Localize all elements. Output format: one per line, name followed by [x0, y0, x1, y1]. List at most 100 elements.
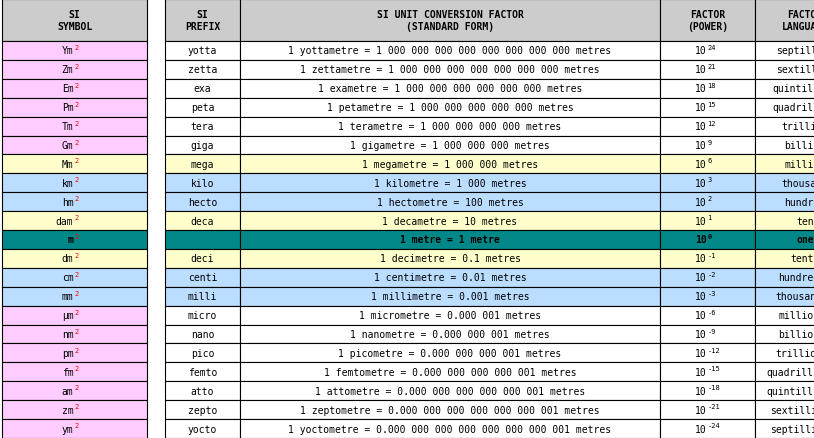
Text: tera: tera [190, 122, 214, 132]
Text: 24: 24 [707, 45, 716, 51]
Text: hecto: hecto [188, 197, 217, 207]
Bar [165, 155, 240, 174]
Text: hundred: hundred [785, 197, 814, 207]
Bar [755, 363, 814, 381]
Bar [2, 268, 147, 287]
Bar [755, 230, 814, 249]
Bar [165, 193, 240, 212]
Bar [165, 80, 240, 99]
Bar [2, 0, 147, 42]
Text: 1 zeptometre = 0.000 000 000 000 000 000 001 metres: 1 zeptometre = 0.000 000 000 000 000 000… [300, 405, 600, 415]
Text: Zm: Zm [62, 65, 73, 75]
Bar [660, 174, 755, 193]
Text: 10: 10 [695, 178, 707, 188]
Bar [240, 306, 660, 325]
Text: 1 yottametre = 1 000 000 000 000 000 000 000 000 metres: 1 yottametre = 1 000 000 000 000 000 000… [288, 46, 611, 57]
Text: thousandth: thousandth [776, 292, 814, 301]
Bar [2, 363, 147, 381]
Bar [2, 419, 147, 438]
Text: zetta: zetta [188, 65, 217, 75]
Bar [2, 287, 147, 306]
Bar [2, 174, 147, 193]
Bar [755, 400, 814, 419]
Text: 2: 2 [75, 45, 79, 51]
Text: 2: 2 [75, 422, 79, 428]
Bar [165, 0, 240, 42]
Bar [755, 287, 814, 306]
Text: 1 picometre = 0.000 000 000 001 metres: 1 picometre = 0.000 000 000 001 metres [339, 348, 562, 358]
Bar [755, 306, 814, 325]
Bar [165, 61, 240, 80]
Text: mega: mega [190, 159, 214, 170]
Bar [660, 419, 755, 438]
Bar [755, 193, 814, 212]
Text: Gm: Gm [62, 141, 73, 151]
Text: 1 femtometre = 0.000 000 000 000 001 metres: 1 femtometre = 0.000 000 000 000 001 met… [324, 367, 576, 377]
Text: 2: 2 [75, 215, 79, 221]
Text: SI
SYMBOL: SI SYMBOL [57, 10, 92, 32]
Bar [165, 230, 240, 249]
Text: 1 millimetre = 0.001 metres: 1 millimetre = 0.001 metres [370, 292, 529, 301]
Bar [755, 381, 814, 400]
Text: nm: nm [62, 329, 73, 339]
Text: 10: 10 [695, 424, 707, 434]
Text: cm: cm [62, 273, 73, 283]
Text: sextillionth: sextillionth [770, 405, 814, 415]
Bar [660, 400, 755, 419]
Text: 2: 2 [75, 158, 79, 164]
Text: 2: 2 [75, 102, 79, 107]
Text: thousand: thousand [781, 178, 814, 188]
Text: Pm: Pm [62, 103, 73, 113]
Bar [240, 381, 660, 400]
Bar [240, 80, 660, 99]
Text: 1 micrometre = 0.000 001 metres: 1 micrometre = 0.000 001 metres [359, 311, 541, 320]
Text: 10: 10 [695, 46, 707, 57]
Text: 2: 2 [75, 64, 79, 70]
Text: tenth: tenth [790, 254, 814, 264]
Text: 10: 10 [695, 84, 707, 94]
Bar [755, 99, 814, 117]
Text: 1 megametre = 1 000 000 metres: 1 megametre = 1 000 000 metres [362, 159, 538, 170]
Text: billion: billion [785, 141, 814, 151]
Text: micro: micro [188, 311, 217, 320]
Text: kilo: kilo [190, 178, 214, 188]
Text: dam: dam [56, 216, 73, 226]
Text: 1 decimetre = 0.1 metres: 1 decimetre = 0.1 metres [379, 254, 520, 264]
Bar [165, 136, 240, 155]
Text: 2: 2 [75, 290, 79, 296]
Text: 2: 2 [75, 366, 79, 371]
Bar [755, 249, 814, 268]
Text: 0: 0 [707, 233, 711, 240]
Text: septillionth: septillionth [770, 424, 814, 434]
Bar [2, 249, 147, 268]
Text: pico: pico [190, 348, 214, 358]
Bar [755, 136, 814, 155]
Bar [755, 268, 814, 287]
Bar [165, 344, 240, 363]
Text: 1: 1 [707, 215, 711, 221]
Bar [2, 155, 147, 174]
Bar [240, 174, 660, 193]
Text: 2: 2 [75, 83, 79, 88]
Text: 1 centimetre = 0.01 metres: 1 centimetre = 0.01 metres [374, 273, 527, 283]
Bar [755, 325, 814, 344]
Text: 2: 2 [75, 196, 79, 202]
Text: 10: 10 [695, 103, 707, 113]
Text: -3: -3 [707, 290, 716, 296]
Text: 10: 10 [695, 273, 707, 283]
Bar [2, 325, 147, 344]
Bar [2, 80, 147, 99]
Text: -2: -2 [707, 271, 716, 277]
Bar [2, 230, 147, 249]
Text: km: km [62, 178, 73, 188]
Text: 3: 3 [707, 177, 711, 183]
Bar [660, 344, 755, 363]
Text: ym: ym [62, 424, 73, 434]
Text: 2: 2 [75, 233, 79, 240]
Bar [660, 268, 755, 287]
Bar [660, 249, 755, 268]
Text: SI UNIT CONVERSION FACTOR
(STANDARD FORM): SI UNIT CONVERSION FACTOR (STANDARD FORM… [377, 10, 523, 32]
Text: 1 attometre = 0.000 000 000 000 000 001 metres: 1 attometre = 0.000 000 000 000 000 001 … [315, 386, 585, 396]
Bar [2, 344, 147, 363]
Text: -6: -6 [707, 309, 716, 315]
